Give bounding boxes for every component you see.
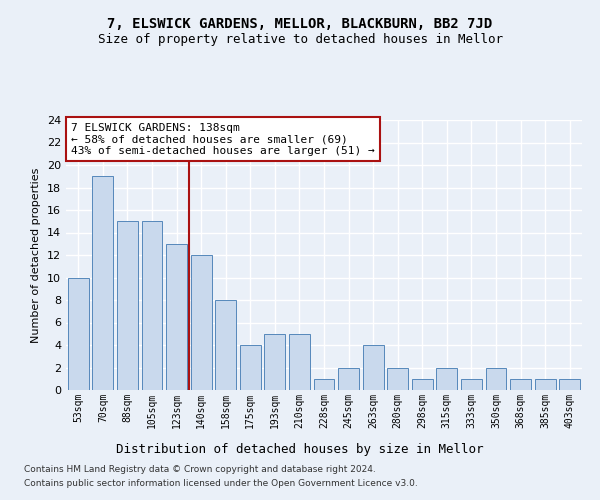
Bar <box>289 334 310 390</box>
Text: Size of property relative to detached houses in Mellor: Size of property relative to detached ho… <box>97 32 503 46</box>
Bar <box>166 244 187 390</box>
Bar <box>191 255 212 390</box>
Text: Contains public sector information licensed under the Open Government Licence v3: Contains public sector information licen… <box>24 479 418 488</box>
Bar <box>215 300 236 390</box>
Text: Distribution of detached houses by size in Mellor: Distribution of detached houses by size … <box>116 442 484 456</box>
Bar <box>461 379 482 390</box>
Bar <box>338 368 359 390</box>
Bar <box>485 368 506 390</box>
Bar <box>559 379 580 390</box>
Bar <box>117 221 138 390</box>
Bar <box>240 345 261 390</box>
Bar <box>535 379 556 390</box>
Bar <box>436 368 457 390</box>
Text: 7, ELSWICK GARDENS, MELLOR, BLACKBURN, BB2 7JD: 7, ELSWICK GARDENS, MELLOR, BLACKBURN, B… <box>107 18 493 32</box>
Bar <box>387 368 408 390</box>
Text: 7 ELSWICK GARDENS: 138sqm
← 58% of detached houses are smaller (69)
43% of semi-: 7 ELSWICK GARDENS: 138sqm ← 58% of detac… <box>71 122 375 156</box>
Bar <box>265 334 286 390</box>
Bar <box>92 176 113 390</box>
Y-axis label: Number of detached properties: Number of detached properties <box>31 168 41 342</box>
Bar <box>142 221 163 390</box>
Bar <box>412 379 433 390</box>
Bar <box>68 278 89 390</box>
Bar <box>510 379 531 390</box>
Bar <box>314 379 334 390</box>
Bar <box>362 345 383 390</box>
Text: Contains HM Land Registry data © Crown copyright and database right 2024.: Contains HM Land Registry data © Crown c… <box>24 466 376 474</box>
